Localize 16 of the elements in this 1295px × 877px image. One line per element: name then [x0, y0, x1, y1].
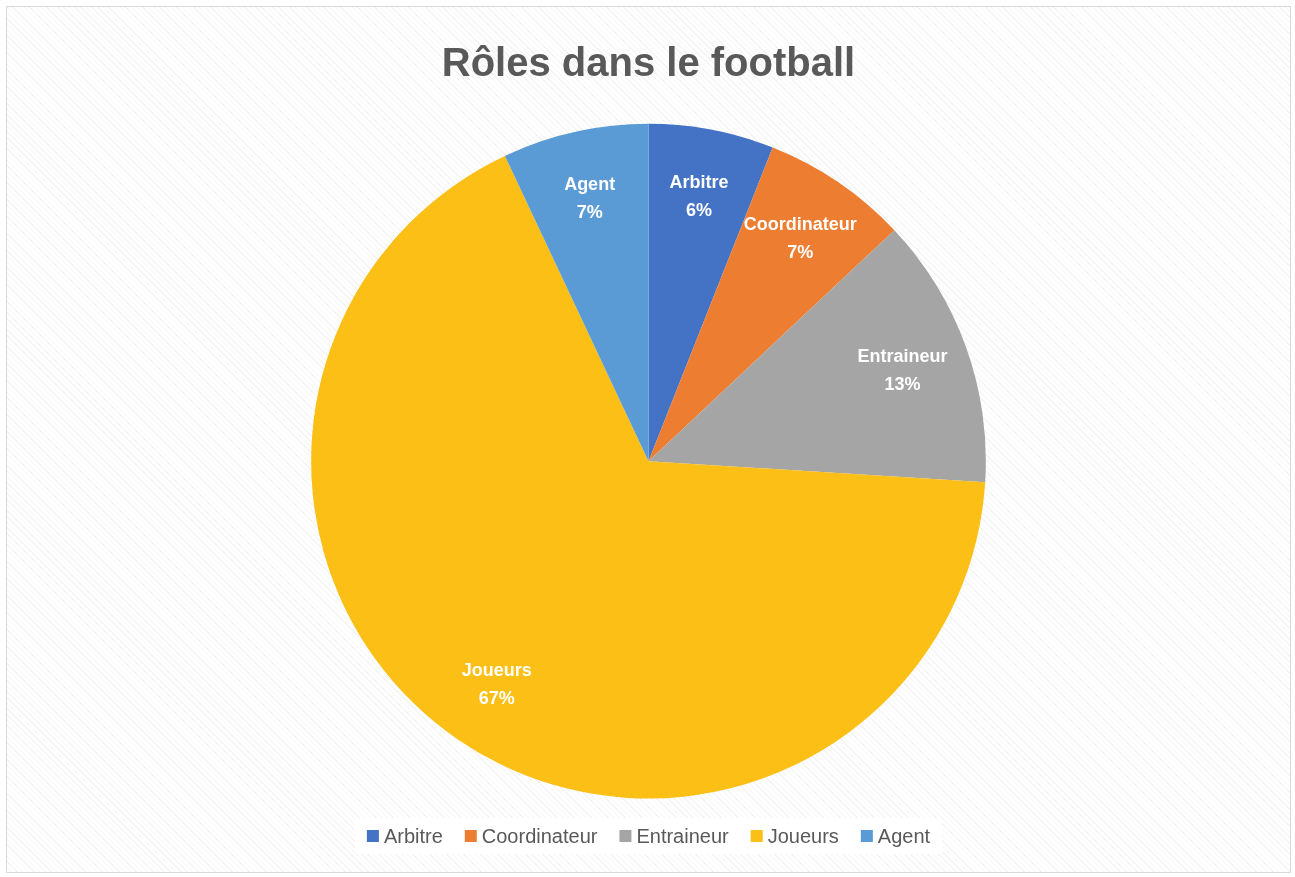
data-label: 7%: [787, 241, 814, 262]
legend-label: Entraineur: [636, 825, 730, 847]
legend-label: Agent: [877, 825, 931, 847]
legend-label: Joueurs: [767, 825, 839, 847]
slice-label: Arbitre: [669, 172, 729, 193]
data-label: 13%: [884, 373, 921, 394]
legend-label: Arbitre: [383, 825, 443, 847]
slice-label: Joueurs: [461, 660, 532, 681]
chart-title: Rôles dans le football: [441, 40, 856, 84]
slice-label: Coordinateur: [743, 213, 857, 234]
data-label: 6%: [686, 200, 713, 221]
data-label: 67%: [478, 688, 515, 709]
legend-label: Coordinateur: [481, 825, 598, 847]
data-label: 7%: [576, 201, 603, 222]
slice-label: Agent: [564, 173, 616, 194]
slice-label: Entraineur: [857, 345, 948, 366]
